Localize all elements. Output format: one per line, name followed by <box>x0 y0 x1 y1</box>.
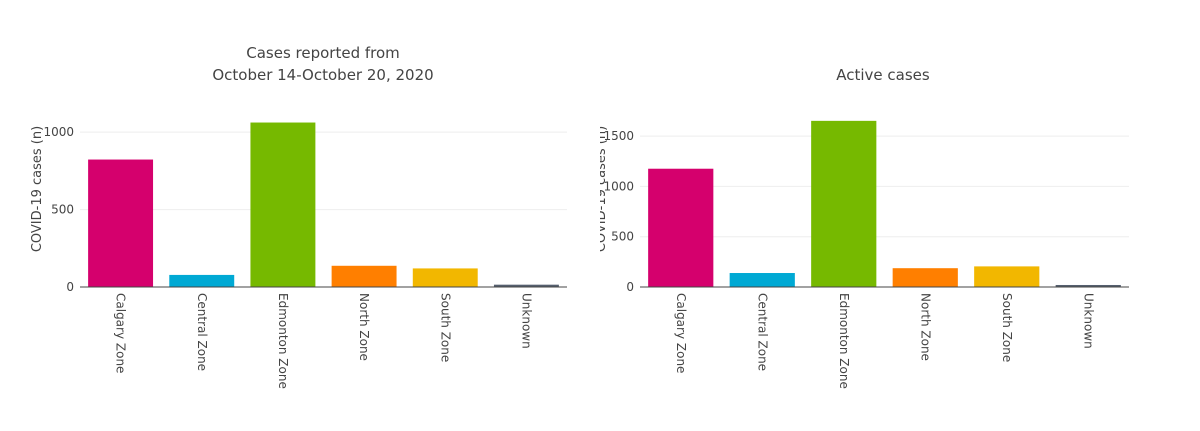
y-tick-label: 500 <box>611 230 634 244</box>
chart-cases-reported: Cases reported from October 14-October 20… <box>30 44 567 389</box>
y-axis-label: COVID-19 cases (n) <box>30 126 45 252</box>
bar-south-zone <box>412 268 478 287</box>
x-tick-label: Calgary Zone <box>114 293 128 373</box>
y-tick-label: 500 <box>51 203 74 217</box>
x-tick-label: Calgary Zone <box>674 293 688 373</box>
chart-title-line: Cases reported from <box>246 44 400 62</box>
y-tick-label: 1000 <box>603 179 634 193</box>
bar-north-zone <box>892 268 958 287</box>
chart-title-line: October 14-October 20, 2020 <box>212 66 433 84</box>
x-tick-label: Central Zone <box>755 293 769 371</box>
bar-calgary-zone <box>648 168 714 287</box>
x-tick-label: Edmonton Zone <box>837 293 851 389</box>
bar-edmonton-zone <box>250 122 316 287</box>
y-tick-label: 0 <box>66 280 74 294</box>
bar-central-zone <box>729 273 795 287</box>
bar-unknown <box>1055 284 1121 287</box>
x-tick-label: Edmonton Zone <box>276 293 290 389</box>
x-tick-label: North Zone <box>918 293 932 361</box>
x-tick-label: Central Zone <box>195 293 209 371</box>
x-tick-label: Unknown <box>1081 293 1095 349</box>
chart-title-line: Active cases <box>836 66 930 84</box>
x-tick-label: South Zone <box>438 293 452 362</box>
bar-north-zone <box>331 265 397 287</box>
y-tick-label: 1500 <box>603 129 634 143</box>
x-tick-label: North Zone <box>357 293 371 361</box>
x-tick-label: Unknown <box>519 293 533 349</box>
y-tick-label: 1000 <box>43 125 74 139</box>
y-axis-label: COVID-19 cases (n) <box>600 126 609 252</box>
bar-central-zone <box>169 274 235 287</box>
y-tick-label: 0 <box>626 280 634 294</box>
bar-unknown <box>493 284 559 287</box>
bar-south-zone <box>974 266 1040 287</box>
bar-calgary-zone <box>88 159 154 287</box>
x-tick-label: South Zone <box>1000 293 1014 362</box>
bar-edmonton-zone <box>811 120 877 287</box>
